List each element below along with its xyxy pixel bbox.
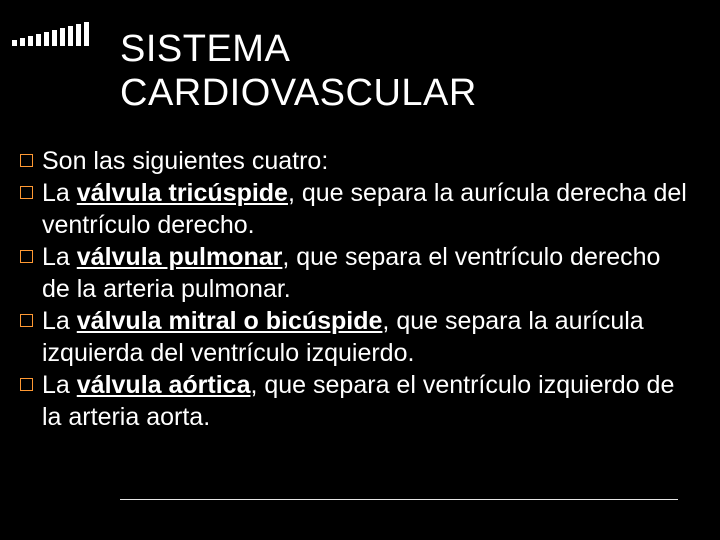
list-item: La válvula mitral o bicúspide, que separ… <box>20 305 690 369</box>
item-pre: La <box>42 307 77 335</box>
slide-content: Son las siguientes cuatro:La válvula tri… <box>20 145 690 433</box>
bar <box>60 28 65 46</box>
list-item: Son las siguientes cuatro: <box>20 145 690 177</box>
title-line-1: SISTEMA <box>120 28 290 70</box>
list-item-text: La válvula tricúspide, que separa la aur… <box>42 177 690 241</box>
bar <box>76 24 81 46</box>
bar <box>68 26 73 46</box>
slide-title: SISTEMA CARDIOVASCULAR <box>120 28 477 115</box>
list-item-text: La válvula pulmonar, que separa el ventr… <box>42 241 690 305</box>
item-pre: Son las siguientes cuatro: <box>42 147 328 175</box>
bar <box>52 30 57 46</box>
bullet-box-icon <box>20 186 33 199</box>
bar <box>28 36 33 46</box>
title-line-2: CARDIOVASCULAR <box>120 72 477 114</box>
item-term: válvula pulmonar <box>77 243 283 271</box>
list-item: La válvula tricúspide, que separa la aur… <box>20 177 690 241</box>
item-term: válvula aórtica <box>77 371 251 399</box>
item-pre: La <box>42 179 77 207</box>
bar <box>36 34 41 46</box>
list-item: La válvula aórtica, que separa el ventrí… <box>20 369 690 433</box>
bullet-box-icon <box>20 314 33 327</box>
bottom-divider <box>120 499 678 500</box>
bar <box>44 32 49 46</box>
bar <box>12 40 17 46</box>
bullet-box-icon <box>20 250 33 263</box>
bar <box>84 22 89 46</box>
item-term: válvula mitral o bicúspide <box>77 307 383 335</box>
bullet-box-icon <box>20 378 33 391</box>
item-term: válvula tricúspide <box>77 179 288 207</box>
bullet-box-icon <box>20 154 33 167</box>
list-item-text: Son las siguientes cuatro: <box>42 145 690 177</box>
item-pre: La <box>42 371 77 399</box>
list-item: La válvula pulmonar, que separa el ventr… <box>20 241 690 305</box>
item-pre: La <box>42 243 77 271</box>
list-item-text: La válvula aórtica, que separa el ventrí… <box>42 369 690 433</box>
list-item-text: La válvula mitral o bicúspide, que separ… <box>42 305 690 369</box>
decorative-bars <box>12 22 89 46</box>
bar <box>20 38 25 46</box>
